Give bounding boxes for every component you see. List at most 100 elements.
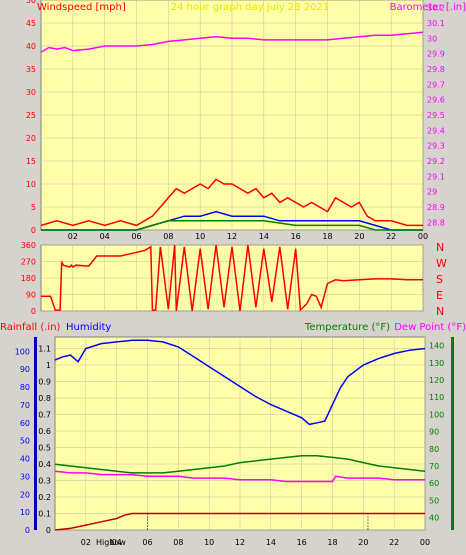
wind-y-tick-label: 5 — [31, 203, 36, 212]
wind-x-tick-label: 10 — [195, 232, 205, 241]
wind-x-tick-label: 00 — [418, 232, 428, 241]
high-marker-label: High — [96, 538, 114, 547]
wind-variance-line — [41, 220, 423, 231]
rainfall-y-tick-label: 0.1 — [38, 510, 51, 519]
rainfall-y-tick-label: 0.4 — [38, 460, 51, 469]
wind-gridlines — [41, 0, 424, 231]
barometer-y-tick-label: 29 — [427, 188, 437, 197]
rainfall-y-tick-label: 1.1 — [38, 345, 51, 354]
humidity-y-tick-label: 30 — [20, 472, 30, 481]
rainfall-y-tick-label: 0.9 — [38, 378, 51, 387]
humidity-y-tick-label: 0 — [25, 526, 30, 535]
rainfall-y-tick-label: 0.2 — [38, 493, 51, 502]
rainfall-y-tick-label: 0.6 — [38, 427, 51, 436]
rainfall-y-tick-label: 0.5 — [38, 444, 51, 453]
barometer-y-tick-label: 30 — [427, 34, 437, 43]
wind-y-tick-label: 0 — [31, 226, 36, 235]
direction-y-tick-label: 0 — [31, 307, 36, 316]
temperature-x-ticks: 02 04 06 08 10 12 14 16 18 20 22 00 — [81, 538, 430, 547]
rainfall-y-tick-label: 0.7 — [38, 411, 51, 420]
humidity-y-tick-label: 90 — [20, 365, 30, 374]
temperature-series — [54, 339, 426, 531]
wind-y-tick-label: 50 — [26, 0, 36, 5]
rainfall-axis-label: Rainfall (.in) — [0, 322, 61, 333]
temperature-x-tick-label: 08 — [173, 538, 183, 547]
rainfall-line — [54, 512, 425, 531]
wind-x-tick-label: 20 — [354, 232, 364, 241]
dew-point-line — [54, 470, 425, 483]
temperature-x-tick-label: 12 — [235, 538, 245, 547]
wind-x-tick-label: 22 — [386, 232, 396, 241]
humidity-y-tick-label: 80 — [20, 383, 30, 392]
rainfall-y-ticks: 0 0.1 0.2 0.3 0.4 0.5 0.6 0.7 0.8 0.9 1 1.1 — [38, 345, 51, 535]
barometer-y-tick-label: 29.1 — [427, 172, 445, 181]
wind-x-tick-label: 18 — [322, 232, 332, 241]
humidity-y-tick-label: 10 — [20, 508, 30, 517]
barometer-y-tick-label: 29.8 — [427, 65, 445, 74]
direction-y-tick-label: 270 — [21, 258, 36, 267]
wind-y-ticks: 0 5 10 15 20 25 30 35 40 45 50 — [26, 0, 36, 235]
barometer-y-tick-label: 29.9 — [427, 50, 445, 59]
direction-series — [41, 244, 423, 312]
wind-x-tick-label: 02 — [68, 232, 78, 241]
wind-x-tick-label: 16 — [291, 232, 301, 241]
wind-series — [40, 31, 424, 231]
temperature-y-tick-label: 140 — [429, 342, 444, 351]
rainfall-y-tick-label: 0.3 — [38, 477, 51, 486]
wind-y-tick-label: 15 — [26, 157, 36, 166]
humidity-y-tick-label: 50 — [20, 437, 30, 446]
barometer-y-tick-label: 30.2 — [427, 4, 445, 13]
humidity-axis-label: Humidity — [66, 322, 111, 333]
barometer-y-tick-label: 29.2 — [427, 157, 445, 166]
temperature-y-tick-label: 50 — [429, 496, 439, 505]
compass-label: N — [436, 305, 444, 318]
temperature-y-tick-label: 90 — [429, 428, 439, 437]
rainfall-y-tick-label: 1 — [46, 361, 51, 370]
temperature-y-ticks: 40 50 60 70 80 90 100 110 120 130 140 — [429, 342, 444, 523]
temperature-y-tick-label: 100 — [429, 410, 444, 419]
direction-y-tick-label: 90 — [26, 291, 36, 300]
temperature-axis-label: Temperature (°F) — [304, 322, 390, 333]
wind-y-tick-label: 20 — [26, 134, 36, 143]
wind-axis-label: Windspeed [mph] — [37, 2, 126, 13]
temperature-y-tick-label: 60 — [429, 479, 439, 488]
wind-y-tick-label: 30 — [26, 88, 36, 97]
wind-y-tick-label: 25 — [26, 111, 36, 120]
low-marker-label: Low — [110, 538, 126, 547]
temperature-panel: Rainfall (.in) Humidity Temperature (°F)… — [0, 322, 466, 547]
wind-y-tick-label: 45 — [26, 19, 36, 28]
humidity-y-tick-label: 100 — [15, 347, 30, 356]
temperature-x-tick-label: 00 — [420, 538, 430, 547]
temperature-x-tick-label: 06 — [142, 538, 152, 547]
compass-label: S — [436, 273, 443, 286]
barometer-y-tick-label: 30.1 — [427, 19, 445, 28]
barometer-y-tick-label: 29.6 — [427, 96, 445, 105]
wind-gust-line — [40, 178, 423, 227]
wind-x-tick-label: 12 — [227, 232, 237, 241]
compass-label: N — [436, 241, 444, 254]
temperature-axis-bar — [451, 337, 454, 530]
dew-point-axis-label: Dew Point (°F) — [394, 322, 466, 333]
humidity-y-tick-label: 20 — [20, 490, 30, 499]
wind-x-ticks: 02 04 06 08 10 12 14 16 18 20 22 00 — [68, 232, 428, 241]
temperature-x-tick-label: 04 — [112, 538, 122, 547]
barometer-y-tick-label: 28.9 — [427, 203, 445, 212]
direction-y-ticks: 0 90 180 270 360 — [21, 241, 36, 316]
wind-direction-line — [41, 244, 423, 312]
humidity-y-tick-label: 40 — [20, 455, 30, 464]
temperature-y-tick-label: 130 — [429, 359, 444, 368]
rainfall-y-tick-label: 0.8 — [38, 394, 51, 403]
temperature-x-tick-label: 18 — [327, 538, 337, 547]
barometer-y-tick-label: 29.4 — [427, 126, 445, 135]
wind-x-tick-label: 08 — [163, 232, 173, 241]
humidity-y-tick-label: 60 — [20, 419, 30, 428]
direction-y-tick-label: 180 — [21, 274, 36, 283]
temperature-x-tick-label: 16 — [297, 538, 307, 547]
wind-y-tick-label: 40 — [26, 42, 36, 51]
temperature-x-tick-label: 14 — [266, 538, 276, 547]
direction-y-tick-label: 360 — [21, 241, 36, 250]
rainfall-axis-bar — [34, 337, 37, 530]
